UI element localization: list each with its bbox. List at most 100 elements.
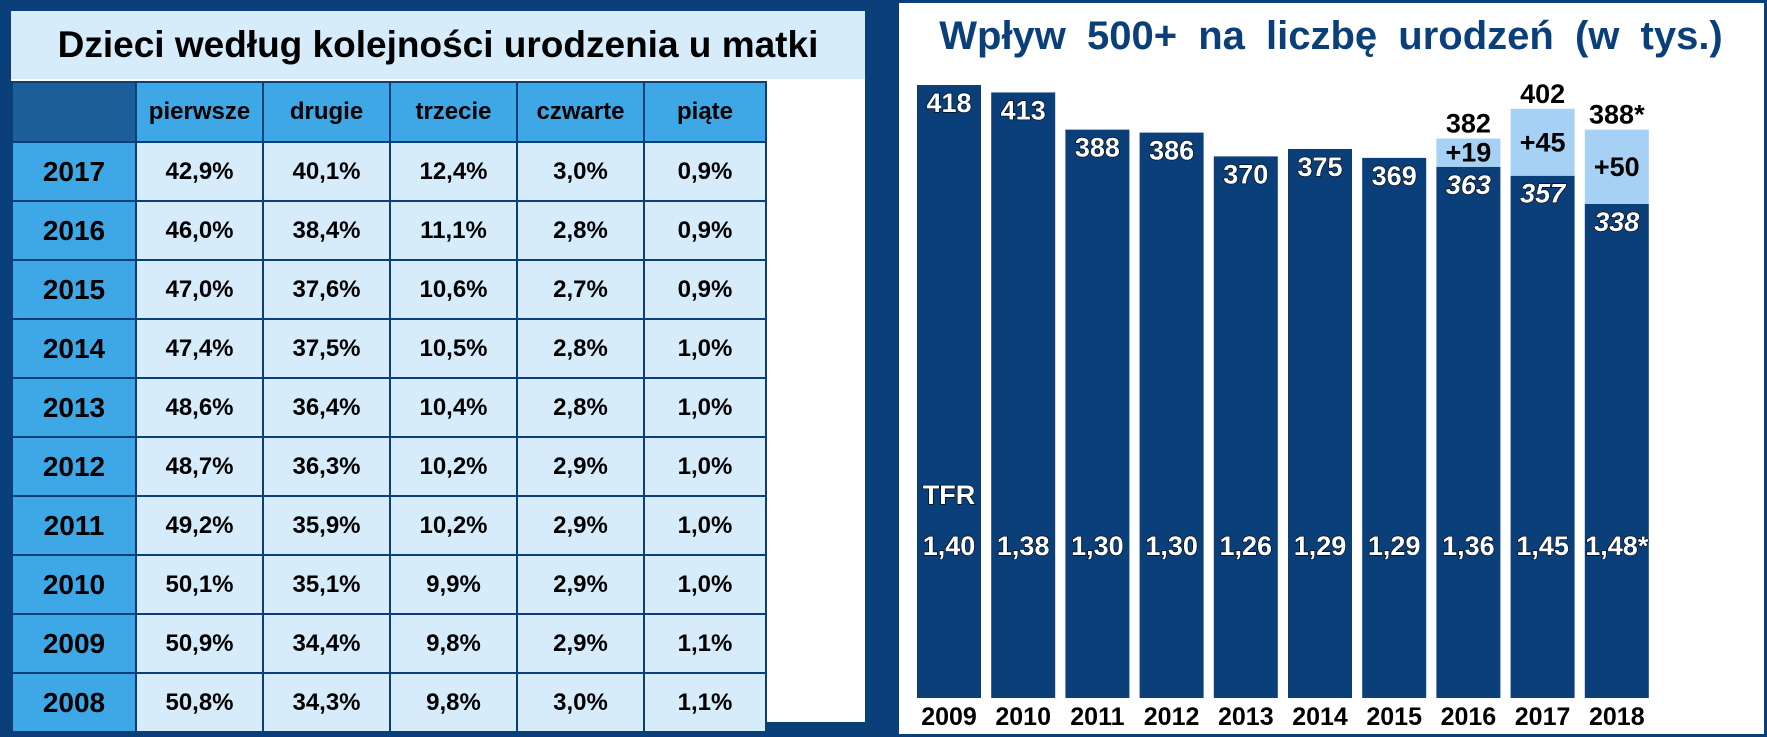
table-cell: 1,1%	[643, 672, 767, 733]
x-tick-label: 2017	[1515, 703, 1571, 731]
total-label: 388*	[1589, 100, 1645, 130]
table-title: Dzieci według kolejności urodzenia u mat…	[11, 11, 865, 79]
column-header: czwarte	[516, 81, 645, 143]
x-tick-label: 2013	[1218, 703, 1274, 731]
tfr-value: 1,38	[997, 531, 1050, 561]
base-value-label: 369	[1372, 161, 1417, 191]
table-cell: 34,3%	[262, 672, 391, 733]
table-cell: 2,7%	[516, 259, 645, 320]
table-cell: 1,1%	[643, 613, 767, 674]
tfr-label: TFR	[923, 480, 975, 510]
bar-base	[1510, 175, 1575, 699]
bar-base	[1362, 157, 1427, 698]
birth-order-table: pierwsze drugie trzecie czwarte piąte 2017 42…	[11, 81, 767, 733]
base-value-label: 357	[1520, 179, 1567, 209]
base-value-label: 363	[1446, 170, 1491, 200]
table-row: 2009 50,9% 34,4% 9,8% 2,9% 1,1%	[11, 613, 767, 674]
table-cell: 9,8%	[389, 613, 518, 674]
table-cell: 3,0%	[516, 672, 645, 733]
table-cell: 10,6%	[389, 259, 518, 320]
tfr-value: 1,30	[1071, 531, 1124, 561]
row-year: 2010	[11, 554, 137, 615]
table-cell: 9,9%	[389, 554, 518, 615]
table-cell: 2,9%	[516, 613, 645, 674]
table-cell: 46,0%	[135, 200, 264, 261]
table-cell: 36,4%	[262, 377, 391, 438]
bar-increment	[1436, 138, 1501, 167]
x-tick-label: 2015	[1366, 703, 1422, 731]
tfr-value: 1,29	[1368, 531, 1421, 561]
table-cell: 1,0%	[643, 554, 767, 615]
birth-order-table-panel: Dzieci według kolejności urodzenia u mat…	[8, 8, 868, 733]
table-body: 2017 42,9% 40,1% 12,4% 3,0% 0,9% 2016 46,0% 38,4…	[11, 141, 767, 733]
tfr-value: 1,48*	[1585, 531, 1649, 561]
tfr-value: 1,45	[1516, 531, 1569, 561]
chart-title: Wpływ 500+ na liczbę urodzeń (w tys.)	[939, 14, 1723, 58]
table-cell: 1,0%	[643, 495, 767, 556]
table-cell: 2,9%	[516, 495, 645, 556]
tfr-value: 1,30	[1145, 531, 1198, 561]
row-year: 2009	[11, 613, 137, 674]
table-row: 2014 47,4% 37,5% 10,5% 2,8% 1,0%	[11, 318, 767, 379]
table-cell: 10,2%	[389, 495, 518, 556]
table-cell: 40,1%	[262, 141, 391, 202]
total-label: 402	[1520, 79, 1565, 109]
table-cell: 42,9%	[135, 141, 264, 202]
x-tick-label: 2014	[1292, 703, 1348, 731]
table-cell: 47,0%	[135, 259, 264, 320]
bar-base	[1139, 132, 1204, 699]
table-cell: 12,4%	[389, 141, 518, 202]
column-header: piąte	[643, 81, 767, 143]
table-cell: 10,4%	[389, 377, 518, 438]
total-label: 382	[1446, 109, 1491, 139]
table-cell: 36,3%	[262, 436, 391, 497]
table-cell: 38,4%	[262, 200, 391, 261]
column-header: drugie	[262, 81, 391, 143]
table-row: 2017 42,9% 40,1% 12,4% 3,0% 0,9%	[11, 141, 767, 202]
table-row: 2008 50,8% 34,3% 9,8% 3,0% 1,1%	[11, 672, 767, 733]
table-header-row: pierwsze drugie trzecie czwarte piąte	[11, 81, 767, 143]
table-cell: 0,9%	[643, 259, 767, 320]
base-value-label: 418	[926, 88, 971, 118]
column-header: pierwsze	[135, 81, 264, 143]
table-cell: 0,9%	[643, 141, 767, 202]
table-cell: 2,8%	[516, 318, 645, 379]
row-year: 2016	[11, 200, 137, 261]
table-cell: 11,1%	[389, 200, 518, 261]
table-cell: 49,2%	[135, 495, 264, 556]
table-cell: 2,8%	[516, 377, 645, 438]
table-row: 2012 48,7% 36,3% 10,2% 2,9% 1,0%	[11, 436, 767, 497]
bar-base	[1584, 204, 1649, 698]
x-tick-label: 2009	[921, 703, 977, 731]
table-cell: 37,5%	[262, 318, 391, 379]
bar-base	[1213, 156, 1278, 698]
table-cell: 10,2%	[389, 436, 518, 497]
bar-base	[917, 85, 981, 698]
base-value-label: 338	[1594, 207, 1639, 237]
column-header: trzecie	[389, 81, 518, 143]
row-year: 2011	[11, 495, 137, 556]
increment-label: +50	[1594, 152, 1640, 182]
table-cell: 48,6%	[135, 377, 264, 438]
table-cell: 1,0%	[643, 436, 767, 497]
base-value-label: 370	[1223, 159, 1268, 189]
increment-label: +45	[1520, 127, 1566, 157]
row-year: 2012	[11, 436, 137, 497]
tfr-value: 1,36	[1442, 531, 1495, 561]
x-tick-label: 2016	[1441, 703, 1497, 731]
bar-increment	[1584, 129, 1649, 204]
table-cell: 0,9%	[643, 200, 767, 261]
births-chart-panel: Wpływ 500+ na liczbę urodzeń (w tys.) 41…	[896, 0, 1767, 737]
bar-base	[991, 92, 1056, 698]
base-value-label: 375	[1297, 152, 1342, 182]
bar-increment	[1510, 108, 1575, 176]
table-cell: 35,9%	[262, 495, 391, 556]
row-year: 2008	[11, 672, 137, 733]
table-cell: 1,0%	[643, 377, 767, 438]
x-tick-label: 2018	[1589, 703, 1645, 731]
table-cell: 50,9%	[135, 613, 264, 674]
bars-group: 418 1,40 2009 413 1,38 2010 388 1,30 2011 386 1,30…	[917, 79, 1649, 731]
table-cell: 48,7%	[135, 436, 264, 497]
base-value-label: 386	[1149, 136, 1194, 166]
table-cell: 50,1%	[135, 554, 264, 615]
